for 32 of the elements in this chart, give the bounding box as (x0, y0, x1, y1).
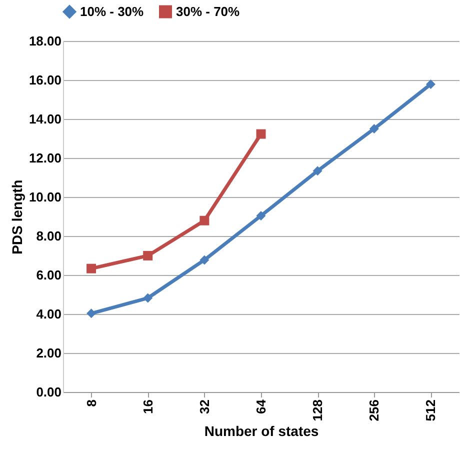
y-tick-label: 2.00 (36, 346, 62, 360)
x-tick-label: 256 (366, 400, 382, 422)
y-tick-label: 4.00 (36, 306, 62, 322)
y-axis-title: PDS length (8, 180, 25, 254)
point (86, 264, 96, 274)
y-tick-label: 18.00 (28, 34, 62, 48)
x-tick-label: 16 (140, 400, 156, 414)
x-tick-label: 64 (254, 398, 268, 414)
x-axis-title: Number of states (204, 423, 319, 440)
y-tick-label: 8.00 (36, 228, 62, 244)
point (256, 210, 266, 220)
x-tick-label: 128 (310, 400, 326, 422)
y-tick-label: 12.00 (28, 150, 62, 166)
point (369, 124, 379, 134)
x-tick-label: 512 (423, 400, 438, 422)
point (312, 166, 322, 176)
y-tick-label: 6.00 (36, 268, 62, 282)
point (86, 308, 96, 318)
legend-label: 30% - 70% (176, 4, 240, 19)
point (200, 255, 210, 265)
point (143, 293, 153, 303)
point (200, 216, 210, 226)
legend-label: 10% - 30% (80, 4, 144, 19)
y-tick-label: 10.00 (28, 190, 62, 204)
x-tick-label: 32 (196, 400, 212, 414)
y-tick-label: 14.00 (28, 112, 62, 126)
y-tick-label: 16.00 (28, 72, 62, 88)
point (426, 80, 436, 90)
x-tick-label: 8 (84, 400, 99, 407)
point (143, 250, 153, 260)
y-tick-label: 0.00 (36, 384, 62, 400)
point (256, 129, 266, 139)
